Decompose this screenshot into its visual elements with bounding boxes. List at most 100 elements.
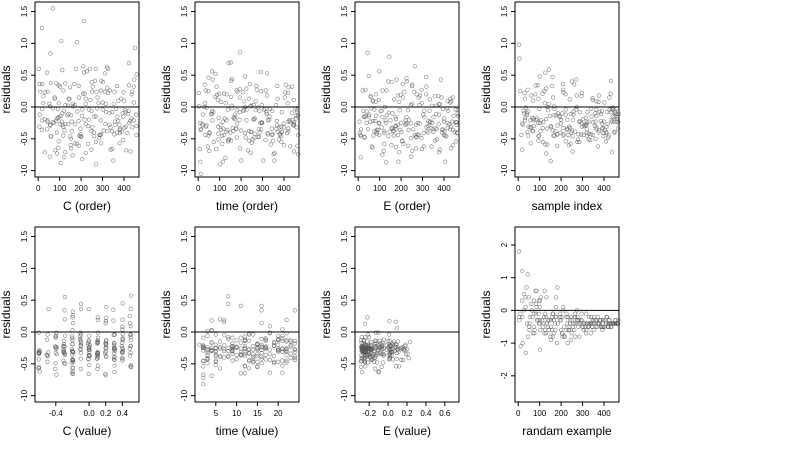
data-point [450,95,456,100]
data-point [209,345,214,351]
data-point [78,350,83,356]
data-point [564,327,569,333]
data-point [221,126,226,131]
data-point [292,354,297,359]
x-axis-label: time (value) [216,424,279,438]
data-point [574,107,579,112]
data-point [252,116,258,121]
data-point [584,130,589,135]
data-point [273,102,279,108]
data-point [259,347,264,352]
data-point [249,104,254,109]
data-point [254,87,259,92]
data-point [201,375,206,380]
data-point [561,125,566,131]
data-point [363,346,368,351]
data-point [76,143,81,148]
x-tick-label: 300 [256,184,270,193]
data-point [441,106,446,111]
data-point [53,350,58,356]
data-point [561,132,566,137]
data-point [610,105,616,110]
data-point [569,337,574,343]
data-point [38,89,43,94]
data-point [93,162,99,167]
data-point [56,139,61,144]
data-point [95,330,100,335]
data-point [527,327,532,333]
data-point [128,307,133,312]
data-point [536,96,541,101]
data-point [553,314,558,320]
data-point [562,324,567,329]
data-point [544,126,550,131]
data-point [540,324,546,329]
data-point [572,321,577,326]
data-point [383,118,388,123]
x-tick-label: 0.2 [401,409,413,418]
data-point [215,124,221,129]
data-point [44,352,49,358]
data-point [205,329,210,334]
x-tick-label: 0.2 [100,409,112,418]
x-tick-label: 20 [274,409,283,418]
data-point [394,342,399,347]
data-point [226,60,231,66]
data-point [120,358,125,363]
x-tick-label: 100 [53,184,67,193]
data-point [430,120,435,125]
data-point [360,88,365,93]
data-point [79,113,84,118]
data-point [66,96,71,101]
data-point [95,354,100,359]
data-point [390,111,395,116]
data-point [437,112,442,117]
data-point [522,115,528,120]
data-point [560,81,566,87]
data-point [362,356,367,361]
data-point [376,370,381,375]
data-point [537,305,542,310]
data-point [239,158,244,163]
data-point [570,324,575,329]
data-point [104,109,109,115]
data-point [538,129,543,134]
data-point [255,359,260,365]
data-point [546,67,552,72]
data-point [130,89,135,94]
y-tick-label: -0.5 [340,356,349,370]
data-point [101,80,106,85]
data-point [62,333,68,338]
data-point [247,332,252,337]
data-point [422,108,427,113]
data-point [89,108,94,113]
data-point [252,131,257,136]
data-point [359,353,364,358]
data-point [202,82,207,87]
data-point [258,69,264,75]
x-axis-label: E (value) [383,424,431,438]
data-point [247,129,252,134]
y-tick-label: 1.0 [340,262,349,274]
data-point [259,102,264,108]
data-point [287,118,292,123]
data-point [91,134,97,139]
data-point [259,336,264,342]
data-point [116,98,121,103]
data-point [78,301,84,307]
data-point [363,87,368,92]
data-point [452,129,457,134]
data-point [125,111,130,117]
data-point [569,331,574,336]
data-point [431,129,436,134]
data-point [209,373,214,379]
y-tick-label: -10 [20,389,29,401]
data-point [210,77,215,82]
data-point [389,80,394,85]
data-point [586,119,591,124]
data-point [451,113,456,118]
data-point [231,129,236,134]
data-point [523,350,528,356]
data-point [263,357,268,362]
x-tick-label: 200 [554,184,568,193]
